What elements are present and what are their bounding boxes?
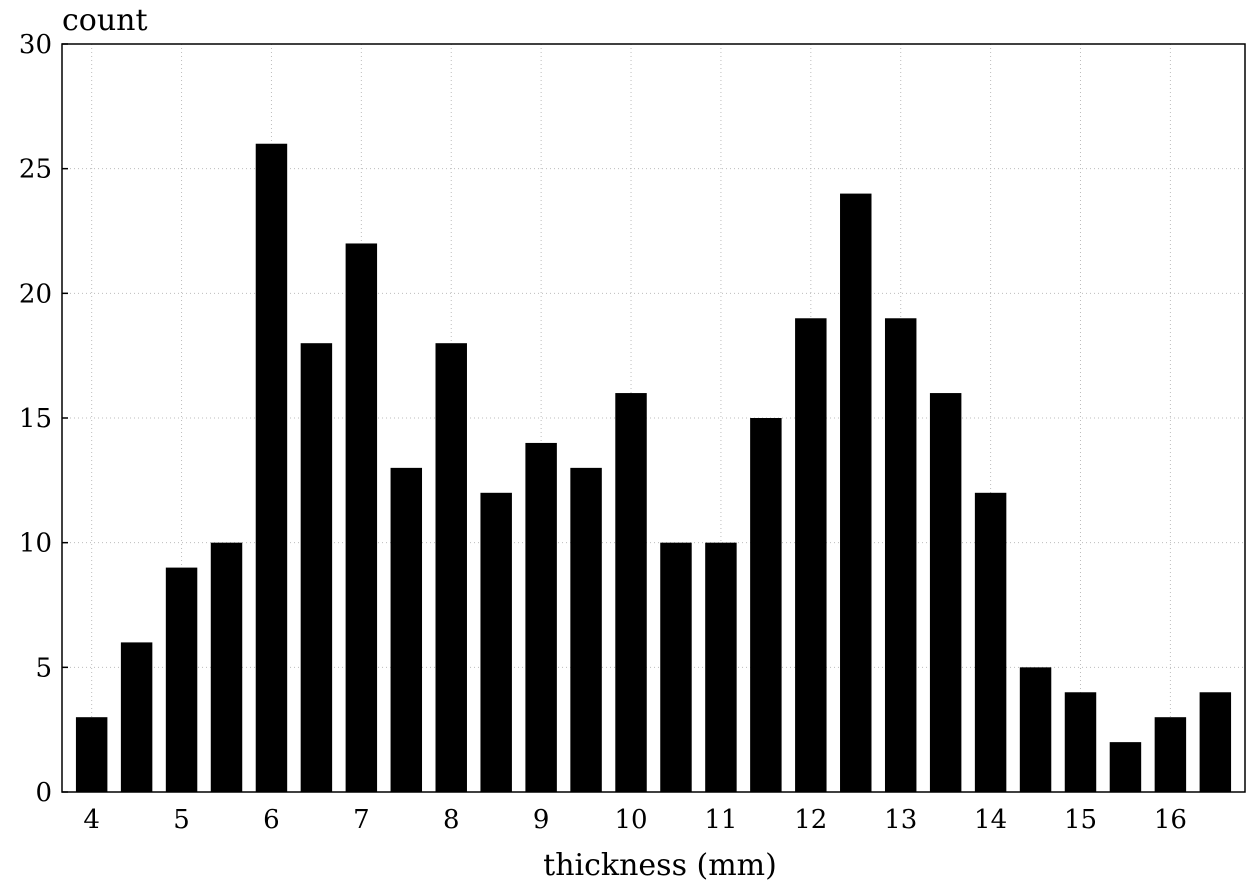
bar [345,243,378,792]
bar [1199,692,1232,792]
bar [615,393,647,792]
bar [1019,667,1052,792]
bar [974,492,1007,792]
bars [75,143,1232,793]
bar [120,642,153,792]
y-tick-label: 15 [19,404,52,434]
bar [1109,742,1142,792]
x-tick-label: 10 [614,805,647,835]
bar [660,542,692,792]
bar [884,318,917,792]
x-tick-label: 16 [1154,805,1187,835]
x-tick-label: 5 [173,805,190,835]
bar [525,442,557,792]
x-tick-label: 12 [794,805,827,835]
x-tick-label: 8 [443,805,460,835]
y-tick-label: 5 [35,653,52,683]
y-tick-label: 30 [19,30,52,60]
y-tick-label: 20 [19,279,52,309]
x-tick-label: 6 [263,805,280,835]
x-axis-label: thickness (mm) [543,848,777,883]
bar [210,542,243,792]
bar [929,393,962,792]
bar [750,418,782,792]
y-axis-ticks: 0 5 10 15 20 25 30 [19,30,68,808]
bar [1154,717,1187,792]
x-axis-ticks: 4 5 6 7 8 9 10 11 12 13 14 15 16 [83,786,1187,835]
x-tick-label: 15 [1064,805,1097,835]
bar [795,318,827,792]
bar [570,467,602,792]
y-tick-label: 10 [19,529,52,559]
bar [75,717,108,792]
bar [480,492,512,792]
x-tick-label: 13 [884,805,917,835]
x-tick-label: 7 [353,805,370,835]
x-tick-label: 9 [533,805,550,835]
bar [300,343,333,792]
bar [255,143,288,792]
bar [390,467,423,792]
y-axis-label: count [62,3,148,38]
bar [705,542,737,792]
y-tick-label: 25 [19,155,52,185]
bar [435,343,467,792]
y-tick-label: 0 [35,778,52,808]
x-tick-label: 14 [974,805,1007,835]
bar [1064,692,1097,792]
x-tick-label: 4 [83,805,100,835]
bar [165,567,198,792]
x-tick-label: 11 [704,805,737,835]
bar [840,193,872,793]
